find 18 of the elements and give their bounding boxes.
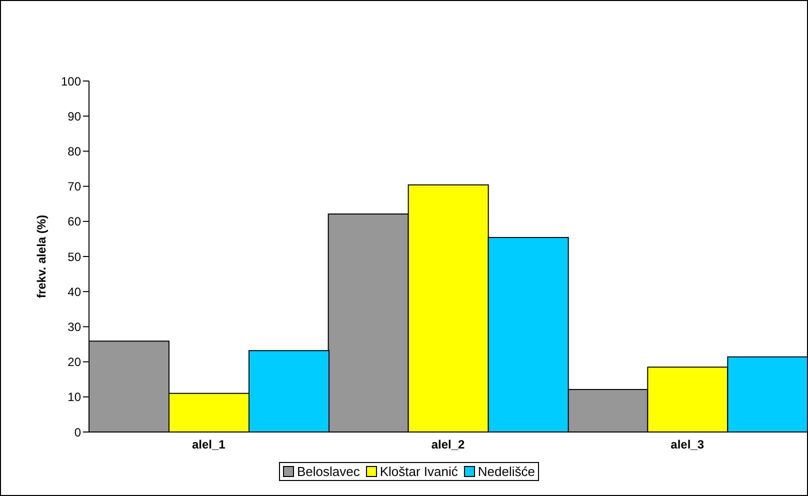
y-tick-label: 60 [68,214,82,229]
x-tick-label: alel_2 [431,438,465,452]
y-tick-label: 20 [68,355,82,370]
y-tick-label: 70 [68,180,82,194]
legend-label: Kloštar Ivanić [380,464,458,479]
y-tick-label: 80 [68,144,82,158]
y-tick-label: 40 [68,284,82,299]
y-tick-label: 90 [68,109,82,124]
y-tick-label: 30 [68,320,82,334]
legend-label: Nedelišće [478,464,535,479]
y-tick-label: 50 [68,250,82,264]
y-tick-label: 10 [68,390,82,404]
legend-label: Beloslavec [296,464,360,479]
y-axis-title: frekv. alela (%) [34,214,48,298]
x-tick-label: alel_3 [670,438,704,452]
x-tick-label: alel_1 [192,438,226,452]
y-tick-label: 0 [74,425,82,440]
y-tick-label: 100 [60,74,82,88]
